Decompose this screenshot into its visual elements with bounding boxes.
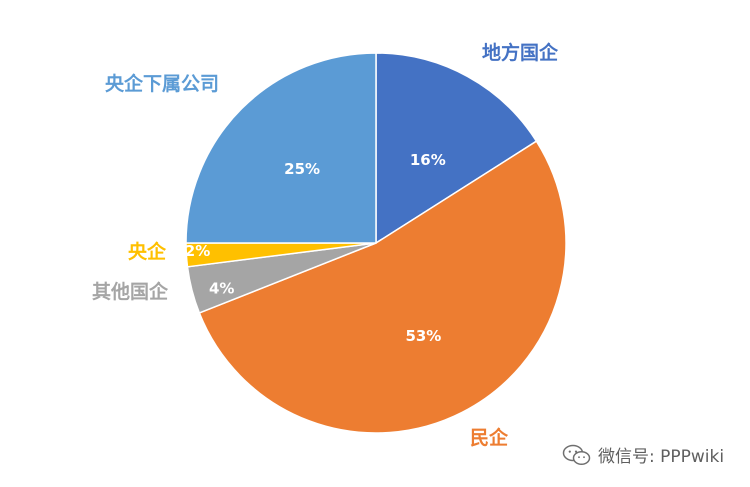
slice-category-label-private: 民企 (470, 427, 509, 449)
slice-percent-label-local-soe: 16% (410, 151, 446, 169)
slice-percent-label-private: 53% (405, 327, 441, 345)
slice-category-label-central-soe: 央企 (128, 241, 167, 263)
wechat-icon (562, 444, 591, 465)
slice-category-label-other-soe: 其他国企 (92, 281, 169, 303)
slice-category-label-local-soe: 地方国企 (482, 42, 559, 64)
pie-slice-central-subsidiary (185, 52, 377, 244)
slice-percent-label-central-subsidiary: 25% (284, 160, 320, 178)
watermark-text: 微信号: PPPwiki (598, 447, 725, 467)
pie-slice-local-soe (375, 52, 538, 244)
slice-percent-label-other-soe: 4% (209, 280, 234, 298)
slice-percent-label-central-soe: 2% (185, 242, 210, 260)
watermark: 微信号: PPPwiki (562, 442, 724, 467)
pie-slice-private (198, 140, 567, 434)
slice-category-label-central-subsidiary: 央企下属公司 (105, 73, 220, 95)
